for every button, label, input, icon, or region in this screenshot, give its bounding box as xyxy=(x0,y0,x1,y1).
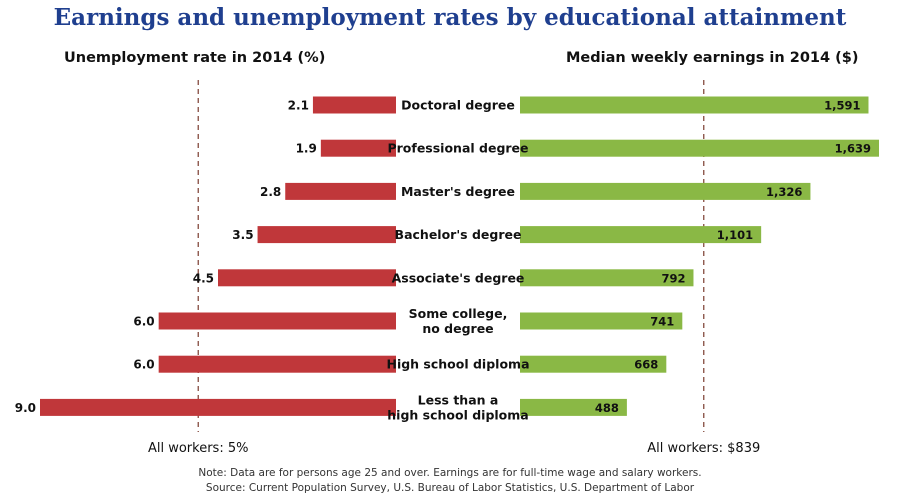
unemployment-value-label: 6.0 xyxy=(133,358,154,372)
earnings-value-label: 1,639 xyxy=(835,142,871,156)
unemployment-bar xyxy=(218,269,396,287)
earnings-bar xyxy=(520,182,811,200)
unemployment-value-label: 9.0 xyxy=(15,401,36,415)
unemployment-value-label: 4.5 xyxy=(193,271,214,285)
earnings-value-label: 1,326 xyxy=(766,185,802,199)
chart-source: Source: Current Population Survey, U.S. … xyxy=(205,482,695,494)
earnings-value-label: 1,591 xyxy=(824,99,860,113)
earnings-value-label: 1,101 xyxy=(717,228,753,242)
category-label: Bachelor's degree xyxy=(395,227,522,242)
unemployment-bar xyxy=(257,226,396,244)
earnings-bar xyxy=(520,355,667,373)
category-label: Some college, xyxy=(409,306,508,321)
unemployment-value-label: 2.8 xyxy=(260,185,281,199)
earnings-value-label: 488 xyxy=(595,401,619,415)
earnings-value-label: 792 xyxy=(661,271,685,285)
unemployment-panel-title: Unemployment rate in 2014 (%) xyxy=(64,50,326,66)
earnings-value-label: 741 xyxy=(650,315,674,329)
unemployment-value-label: 2.1 xyxy=(288,99,309,113)
category-label: Associate's degree xyxy=(392,270,525,285)
category-label: Professional degree xyxy=(387,141,528,156)
earnings-bar xyxy=(520,139,879,157)
category-label: no degree xyxy=(422,321,493,336)
unemployment-reference-label: All workers: 5% xyxy=(148,441,249,456)
earnings-reference-label: All workers: $839 xyxy=(647,441,760,456)
category-label: High school diploma xyxy=(386,357,529,372)
unemployment-value-label: 3.5 xyxy=(232,228,253,242)
chart-note: Note: Data are for persons age 25 and ov… xyxy=(198,467,702,479)
earnings-bar xyxy=(520,269,694,287)
category-label: Less than a xyxy=(418,392,499,407)
earnings-value-label: 668 xyxy=(634,358,658,372)
unemployment-value-label: 1.9 xyxy=(296,142,317,156)
earnings-bar xyxy=(520,96,869,114)
earnings-panel-title: Median weekly earnings in 2014 ($) xyxy=(566,50,859,66)
earnings-bar xyxy=(520,398,627,416)
unemployment-bar xyxy=(312,96,396,114)
unemployment-bar xyxy=(40,398,396,416)
unemployment-bar xyxy=(158,355,396,373)
unemployment-bar xyxy=(320,139,396,157)
category-label: Doctoral degree xyxy=(401,98,515,113)
unemployment-bar xyxy=(158,312,396,330)
earnings-bar xyxy=(520,312,683,330)
category-label: Master's degree xyxy=(401,184,515,199)
unemployment-bar xyxy=(285,182,396,200)
unemployment-value-label: 6.0 xyxy=(133,315,154,329)
earnings-bar xyxy=(520,226,762,244)
category-label: high school diploma xyxy=(387,407,528,422)
chart-title: Earnings and unemployment rates by educa… xyxy=(53,4,847,31)
